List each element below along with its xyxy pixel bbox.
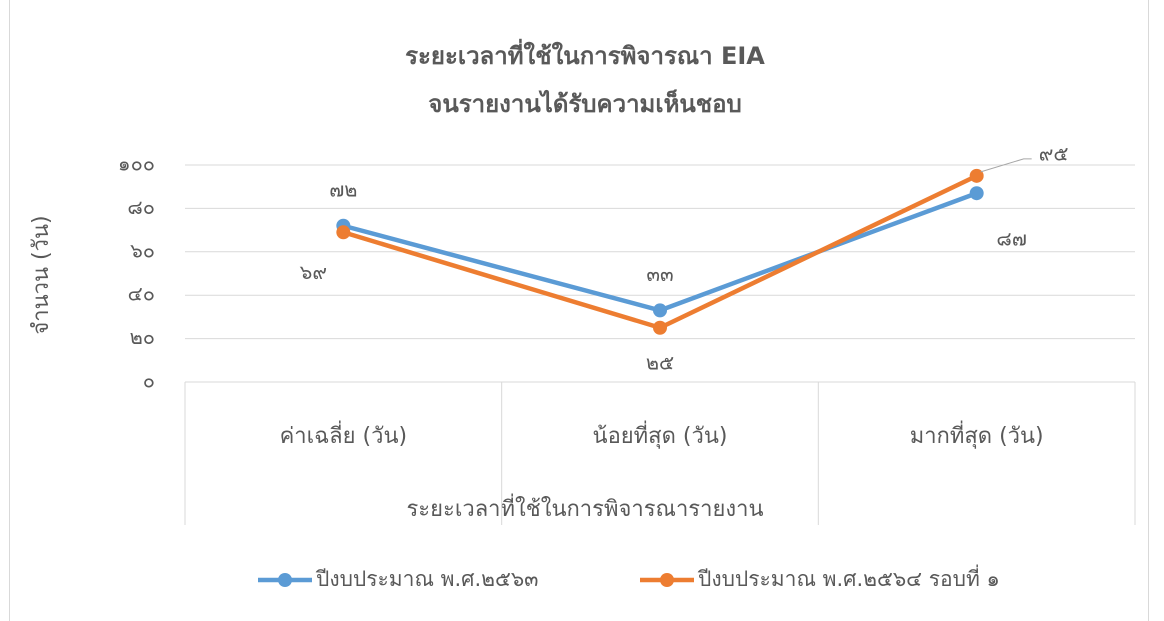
data-label: ๖๙ [300,260,327,284]
x-axis-title: ระยะเวลาที่ใช้ในการพิจารณารายงาน [406,493,763,522]
chart-border [9,0,1149,621]
legend-label: ปีงบประมาณ พ.ศ.๒๕๖๔ รอบที่ ๑ [697,564,1000,591]
data-label: ๓๓ [646,262,673,286]
legend-marker [278,573,292,587]
x-tick-label: น้อยที่สุด (วัน) [593,420,728,449]
y-tick-label: ๖๐ [130,238,155,262]
y-tick-label: ๒๐ [130,325,155,349]
point [653,303,667,318]
y-tick-label: ๔๐ [128,282,155,306]
point [969,186,984,201]
legend-label: ปีงบประมาณ พ.ศ.๒๕๖๓ [315,567,538,591]
data-label: ๘๗ [996,227,1026,251]
y-tick-label: ๐ [143,369,155,393]
data-label: ๗๒ [329,177,357,201]
chart-title: ระยะเวลาที่ใช้ในการพิจารณา EIA [405,38,765,70]
point [653,320,667,335]
leader-line [980,158,1032,173]
point [336,225,351,240]
legend-marker [660,573,674,587]
x-tick-label: มากที่สุด (วัน) [910,420,1044,449]
data-label: ๒๕ [646,350,674,374]
x-tick-label: ค่าเฉลี่ย (วัน) [280,420,408,449]
data-label: ๙๕ [1039,141,1069,165]
y-axis-title: จำนวน (วัน) [29,215,54,334]
y-tick-label: ๑๐๐ [118,152,155,176]
point [969,168,984,183]
chart-title: จนรายงานได้รับความเห็นชอบ [428,89,741,118]
y-tick-label: ๘๐ [127,195,155,219]
